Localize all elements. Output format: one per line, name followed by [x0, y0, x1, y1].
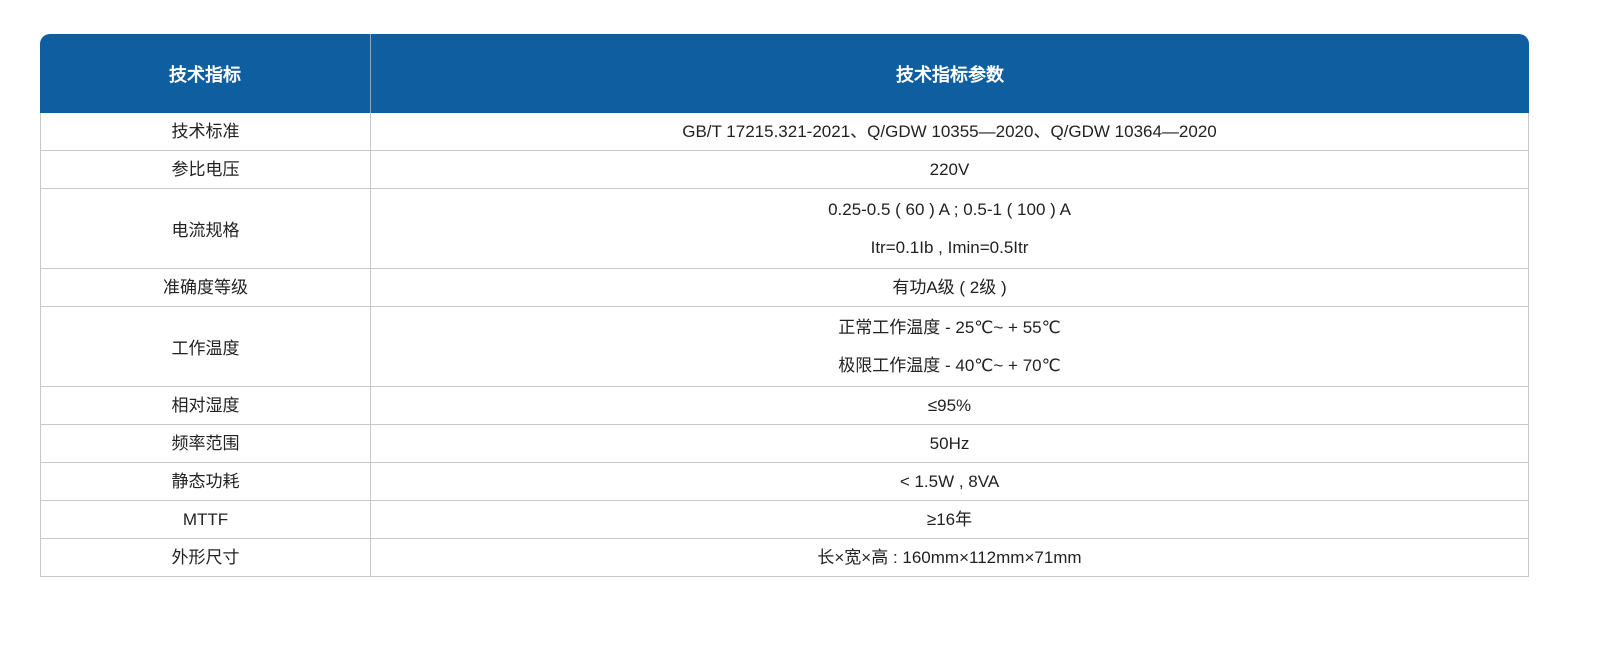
- spec-value-line: ≥16年: [926, 510, 973, 529]
- spec-value-line: 极限工作温度 - 40℃~ + 70℃: [838, 355, 1061, 375]
- spec-value-line: 0.25-0.5 ( 60 ) A ; 0.5-1 ( 100 ) A: [828, 199, 1071, 219]
- table-row: 外形尺寸 长×宽×高 : 160mm×112mm×71mm: [40, 539, 1529, 577]
- spec-name: 技术标准: [40, 113, 371, 151]
- table-row: 相对湿度 ≤95%: [40, 387, 1529, 425]
- spec-name: 参比电压: [40, 151, 371, 189]
- spec-value-line: ≤95%: [927, 396, 972, 415]
- spec-name: 工作温度: [40, 307, 371, 387]
- spec-value-line: 220V: [929, 160, 970, 179]
- spec-name: 外形尺寸: [40, 539, 371, 577]
- spec-name: 相对湿度: [40, 387, 371, 425]
- spec-value-line: 长×宽×高 : 160mm×112mm×71mm: [817, 548, 1082, 567]
- spec-name: 静态功耗: [40, 463, 371, 501]
- table-row: MTTF ≥16年: [40, 501, 1529, 539]
- table-row: 静态功耗 < 1.5W , 8VA: [40, 463, 1529, 501]
- spec-table: 技术指标 技术指标参数 技术标准 GB/T 17215.321-2021、Q/GD…: [40, 34, 1529, 577]
- spec-value: ≤95%: [371, 387, 1529, 425]
- spec-value: 220V: [371, 151, 1529, 189]
- spec-value-line: GB/T 17215.321-2021、Q/GDW 10355—2020、Q/G…: [682, 122, 1217, 141]
- header-spec: 技术指标: [40, 34, 371, 113]
- header-params: 技术指标参数: [371, 34, 1529, 113]
- spec-value-line: Itr=0.1Ib , Imin=0.5Itr: [870, 237, 1029, 257]
- spec-value: 0.25-0.5 ( 60 ) A ; 0.5-1 ( 100 ) A Itr=0…: [371, 189, 1529, 269]
- spec-value-line: 有功A级 ( 2级 ): [892, 278, 1007, 297]
- spec-value-line: 正常工作温度 - 25℃~ + 55℃: [838, 317, 1061, 337]
- table-row: 电流规格 0.25-0.5 ( 60 ) A ; 0.5-1 ( 100 ) A I…: [40, 189, 1529, 269]
- spec-value: < 1.5W , 8VA: [371, 463, 1529, 501]
- spec-name: 频率范围: [40, 425, 371, 463]
- spec-value-line: < 1.5W , 8VA: [899, 472, 1000, 491]
- spec-name: 准确度等级: [40, 269, 371, 307]
- spec-name: MTTF: [40, 501, 371, 539]
- table-row: 工作温度 正常工作温度 - 25℃~ + 55℃ 极限工作温度 - 40℃~ + 7…: [40, 307, 1529, 387]
- spec-value: ≥16年: [371, 501, 1529, 539]
- spec-value: 有功A级 ( 2级 ): [371, 269, 1529, 307]
- spec-value: GB/T 17215.321-2021、Q/GDW 10355—2020、Q/G…: [371, 113, 1529, 151]
- table-row: 技术标准 GB/T 17215.321-2021、Q/GDW 10355—2020…: [40, 113, 1529, 151]
- table-row: 参比电压 220V: [40, 151, 1529, 189]
- spec-value: 50Hz: [371, 425, 1529, 463]
- table-header: 技术指标 技术指标参数: [40, 34, 1529, 113]
- spec-name: 电流规格: [40, 189, 371, 269]
- table-row: 频率范围 50Hz: [40, 425, 1529, 463]
- spec-value: 长×宽×高 : 160mm×112mm×71mm: [371, 539, 1529, 577]
- spec-value-line: 50Hz: [929, 434, 970, 453]
- spec-value: 正常工作温度 - 25℃~ + 55℃ 极限工作温度 - 40℃~ + 70℃: [371, 307, 1529, 387]
- table-row: 准确度等级 有功A级 ( 2级 ): [40, 269, 1529, 307]
